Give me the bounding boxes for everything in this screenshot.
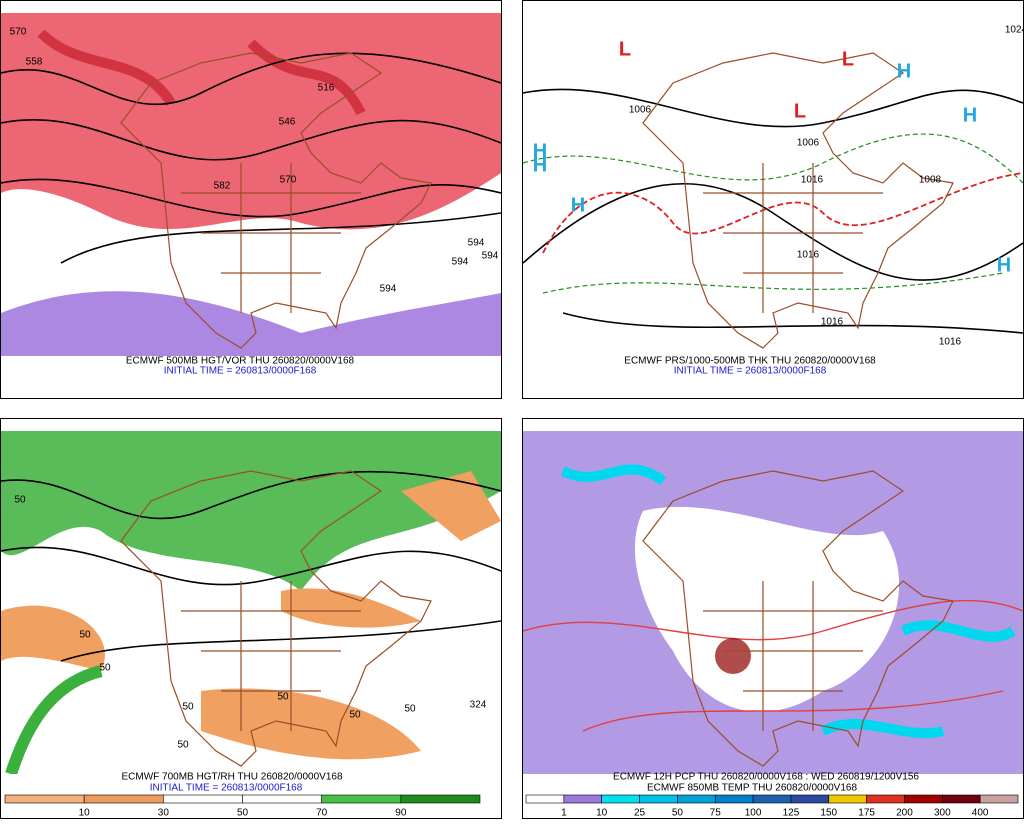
colorbar-swatch bbox=[400, 794, 481, 804]
colorbar-label: 1 bbox=[561, 808, 567, 819]
colorbar-swatch bbox=[942, 794, 981, 804]
colorbar-label: 50 bbox=[672, 808, 684, 819]
colorbar-label: 400 bbox=[972, 808, 989, 819]
colorbar-swatch bbox=[525, 794, 565, 804]
contour-label: 1006 bbox=[797, 138, 820, 149]
contour-label: 1016 bbox=[821, 317, 844, 328]
pressure-center: H bbox=[897, 60, 911, 82]
colorbar-swatch bbox=[321, 794, 402, 804]
contour-label: 570 bbox=[280, 175, 297, 186]
caption: INITIAL TIME = 260813/0000F168 bbox=[674, 366, 827, 377]
map bbox=[523, 52, 1023, 349]
contour-label: 594 bbox=[468, 238, 485, 249]
contour-label: 1006 bbox=[629, 105, 652, 116]
colorbar-swatch bbox=[866, 794, 905, 804]
colorbar-swatch bbox=[790, 794, 830, 804]
colorbar-label: 100 bbox=[745, 808, 762, 819]
colorbar-swatch bbox=[639, 794, 678, 804]
caption: ECMWF PRS/1000-500MB THK THU 260820/0000… bbox=[624, 356, 876, 367]
colorbar-swatch bbox=[4, 794, 85, 804]
pressure-center: H bbox=[963, 104, 977, 126]
contour-label: 1016 bbox=[797, 250, 820, 261]
contour-label: 50 bbox=[277, 692, 289, 703]
colorbar-label: 10 bbox=[79, 808, 91, 819]
map bbox=[1, 431, 501, 774]
caption: ECMWF 700MB HGT/RH THU 260820/0000V168 bbox=[121, 772, 342, 783]
caption: INITIAL TIME = 260813/0000F168 bbox=[150, 783, 303, 794]
colorbar-label: 70 bbox=[316, 808, 328, 819]
contour-label: 50 bbox=[177, 740, 189, 751]
contour-label: 50 bbox=[79, 630, 91, 641]
panel-frame bbox=[0, 0, 502, 399]
colorbar-label: 75 bbox=[710, 808, 722, 819]
colorbar-label: 25 bbox=[634, 808, 646, 819]
colorbar-label: 10 bbox=[596, 808, 608, 819]
contour-label: 50 bbox=[182, 702, 194, 713]
colorbar-swatch bbox=[828, 794, 867, 804]
colorbar-swatch bbox=[163, 794, 243, 804]
colorbar-label: 200 bbox=[896, 808, 913, 819]
contour-label: 594 bbox=[482, 251, 499, 262]
contour-label: 558 bbox=[26, 57, 43, 68]
colorbar-swatch bbox=[563, 794, 602, 804]
contour-label: 594 bbox=[452, 257, 469, 268]
colorbar-label: 50 bbox=[237, 808, 249, 819]
pressure-center: H bbox=[997, 254, 1011, 276]
contour-label: 50 bbox=[14, 495, 26, 506]
colorbar-swatch bbox=[83, 794, 164, 804]
map bbox=[523, 431, 1023, 774]
contour-label: 50 bbox=[349, 710, 361, 721]
pressure-center: L bbox=[842, 48, 854, 70]
contour-label: 1016 bbox=[801, 175, 824, 186]
contour-label: 50 bbox=[99, 663, 111, 674]
pressure-center: L bbox=[794, 100, 806, 122]
caption: ECMWF 12H PCP THU 260820/0000V168 : WED … bbox=[613, 772, 919, 783]
contour-label: 582 bbox=[214, 181, 231, 192]
colorbar-swatch bbox=[904, 794, 943, 804]
colorbar-swatch bbox=[677, 794, 716, 804]
colorbar-label: 300 bbox=[934, 808, 951, 819]
colorbar-label: 175 bbox=[858, 808, 875, 819]
colorbar-label: 30 bbox=[158, 808, 170, 819]
colorbar-swatch bbox=[242, 794, 322, 804]
contour-label: 594 bbox=[380, 284, 397, 295]
colorbar-label: 90 bbox=[395, 808, 407, 819]
pressure-center: H bbox=[533, 140, 547, 162]
pressure-center: H bbox=[571, 194, 585, 216]
contour-label: 1024 bbox=[1005, 25, 1024, 36]
contour-label: 50 bbox=[404, 704, 416, 715]
contour-label: 1008 bbox=[919, 175, 942, 186]
contour-label: 516 bbox=[318, 83, 335, 94]
colorbar-swatch bbox=[714, 794, 754, 804]
pressure-center: H bbox=[533, 154, 547, 176]
colorbar-label: 125 bbox=[783, 808, 800, 819]
caption: INITIAL TIME = 260813/0000F168 bbox=[164, 366, 317, 377]
colorbar-swatch bbox=[979, 794, 1019, 804]
caption: ECMWF 500MB HGT/VOR THU 260820/0000V168 bbox=[126, 356, 355, 367]
caption: ECMWF 850MB TEMP THU 260820/0000V168 bbox=[647, 783, 858, 794]
colorbar-swatch bbox=[752, 794, 792, 804]
contour-label: 546 bbox=[279, 117, 296, 128]
contour-label: 1016 bbox=[939, 337, 962, 348]
colorbar-label: 150 bbox=[820, 808, 837, 819]
pressure-center: L bbox=[619, 38, 631, 60]
contour-label: 324 bbox=[470, 700, 487, 711]
map bbox=[1, 13, 501, 356]
colorbar-swatch bbox=[601, 794, 640, 804]
contour-label: 570 bbox=[10, 27, 27, 38]
